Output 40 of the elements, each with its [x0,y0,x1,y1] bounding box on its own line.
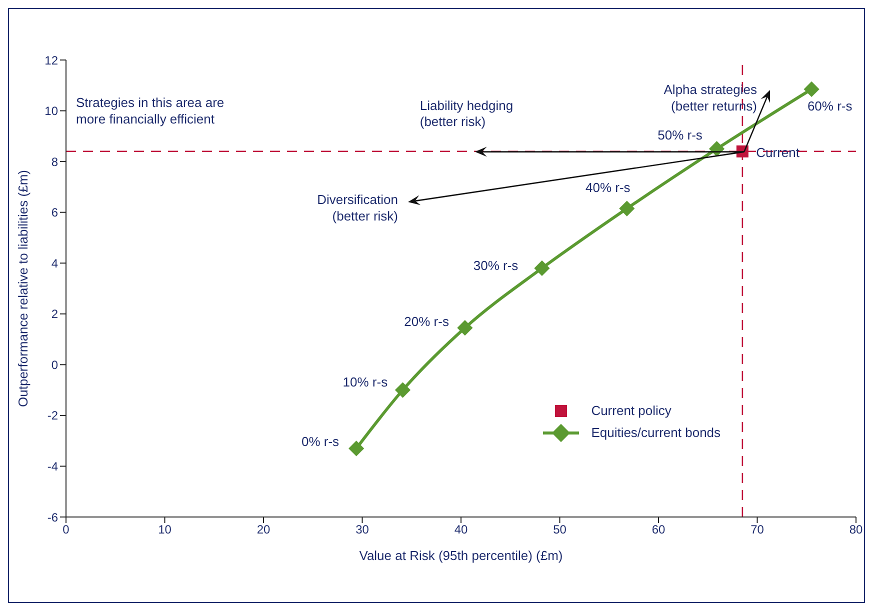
x-tick-label: 70 [750,522,764,537]
annotation: 60% r-s [807,98,853,114]
x-tick-label: 0 [62,522,70,537]
y-axis-title: Outperformance relative to liabilities (£m) [16,170,31,407]
annotation: 10% r-s [342,374,388,390]
annotation: Current [756,144,800,160]
point [457,320,473,336]
y-tick-label: -6 [47,510,58,524]
point [534,260,550,276]
annotation: 30% r-s [473,258,519,274]
annotation: 50% r-s [658,127,703,142]
x-tick-label: 60 [652,522,666,537]
y-tick-label: 2 [51,307,58,322]
x-tick-label: 50 [553,522,567,537]
y-tick-label: 10 [44,104,58,118]
point [804,81,820,97]
annotation: Diversification (better risk) [317,192,398,224]
y-tick-label: 12 [44,53,58,68]
y-tick-label: -4 [47,459,58,474]
x-axis-title: Value at Risk (95th percentile) (£m) [359,548,563,563]
y-tick-label: 8 [51,154,58,169]
x-tick-label: 80 [849,522,863,537]
annotation: 40% r-s [586,180,631,196]
x-tick-label: 30 [356,522,370,537]
annotation: 20% r-s [404,314,450,330]
x-tick-label: 20 [256,522,270,537]
x-tick-label: 10 [158,522,172,537]
y-tick-label: 4 [51,256,58,270]
point [619,200,635,216]
y-tick-label: 6 [51,206,58,220]
legend-label: Equities/current bonds [591,425,721,440]
y-tick-label: -2 [47,408,58,423]
annotation: Liability hedging (better risk) [420,98,514,130]
annotation: 0% r-s [301,434,340,450]
point [348,440,364,456]
legend-label: Current policy [591,403,672,418]
point [394,382,411,398]
y-tick-label: 0 [51,358,58,372]
x-tick-label: 40 [454,522,468,537]
annotation: Strategies in this area are more financially efficient [76,95,224,126]
